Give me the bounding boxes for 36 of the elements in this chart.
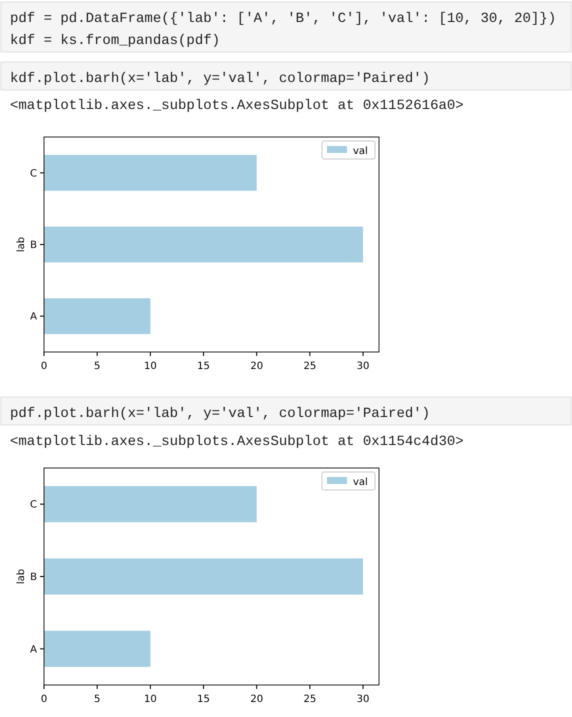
legend-label: val	[353, 146, 368, 157]
x-tick-label: 30	[356, 361, 370, 372]
bar	[44, 226, 364, 262]
x-tick-label: 10	[144, 361, 157, 372]
y-tick-label: C	[30, 168, 38, 180]
text: <matplotlib.axes._subplots.AxesSubplot at 0x1154c4d30>	[10, 434, 464, 450]
x-tick-label: 5	[94, 361, 100, 372]
x-tick-label: 15	[197, 361, 210, 372]
bar	[44, 154, 257, 191]
bar	[44, 630, 150, 667]
y-tick-label: C	[30, 500, 38, 511]
y-tick-label: B	[30, 240, 38, 251]
y-tick-label: A	[30, 644, 38, 656]
bar	[44, 558, 364, 595]
x-tick-label: 15	[197, 694, 210, 705]
x-tick-label: 20	[250, 694, 264, 705]
text: kdf = ks.from_pandas(pdf)	[10, 33, 220, 49]
x-tick-label: 30	[356, 694, 370, 705]
legend-label: val	[353, 477, 368, 488]
y-tick-label: A	[30, 312, 38, 323]
bar	[44, 298, 150, 334]
y-axis-title: lab	[16, 236, 27, 252]
x-tick-label: 20	[250, 361, 264, 372]
y-axis-title: lab	[16, 568, 27, 584]
x-tick-label: 0	[40, 361, 48, 372]
text: pdf.plot.barh(x='lab', y='val', colormap='Paired')	[10, 406, 430, 422]
bar	[44, 486, 257, 522]
x-tick-label: 5	[94, 694, 100, 705]
y-tick-label: B	[30, 572, 38, 583]
x-tick-label: 0	[40, 694, 48, 705]
x-tick-label: 10	[144, 694, 157, 705]
text: <matplotlib.axes._subplots.AxesSubplot at 0x1152616a0>	[10, 98, 464, 114]
text: kdf.plot.barh(x='lab', y='val', colormap='Paired')	[10, 71, 430, 87]
x-tick-label: 25	[304, 694, 316, 705]
x-tick-label: 25	[304, 361, 316, 372]
text: pdf = pd.DataFrame({'lab': ['A', 'B', 'C'], 'val': [10, 30, 20]})	[10, 11, 556, 27]
